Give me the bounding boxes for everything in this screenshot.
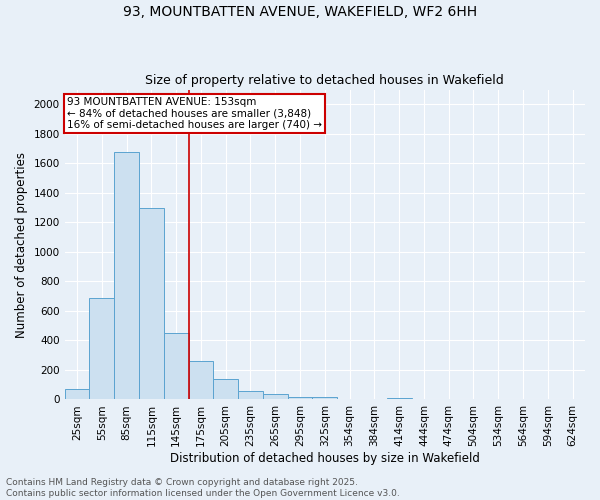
Bar: [139, 208, 164, 400]
Text: 93, MOUNTBATTEN AVENUE, WAKEFIELD, WF2 6HH: 93, MOUNTBATTEN AVENUE, WAKEFIELD, WF2 6…: [123, 5, 477, 19]
Bar: [387, 398, 412, 400]
Text: 93 MOUNTBATTEN AVENUE: 153sqm
← 84% of detached houses are smaller (3,848)
16% o: 93 MOUNTBATTEN AVENUE: 153sqm ← 84% of d…: [67, 97, 322, 130]
Bar: [214, 379, 238, 400]
Bar: [313, 397, 337, 400]
Text: Contains HM Land Registry data © Crown copyright and database right 2025.
Contai: Contains HM Land Registry data © Crown c…: [6, 478, 400, 498]
Bar: [238, 392, 263, 400]
Bar: [114, 152, 139, 400]
Y-axis label: Number of detached properties: Number of detached properties: [15, 152, 28, 338]
X-axis label: Distribution of detached houses by size in Wakefield: Distribution of detached houses by size …: [170, 452, 480, 465]
Bar: [65, 390, 89, 400]
Title: Size of property relative to detached houses in Wakefield: Size of property relative to detached ho…: [145, 74, 504, 87]
Bar: [287, 396, 313, 400]
Bar: [89, 298, 114, 400]
Bar: [164, 333, 188, 400]
Bar: [263, 394, 287, 400]
Bar: [188, 361, 214, 400]
